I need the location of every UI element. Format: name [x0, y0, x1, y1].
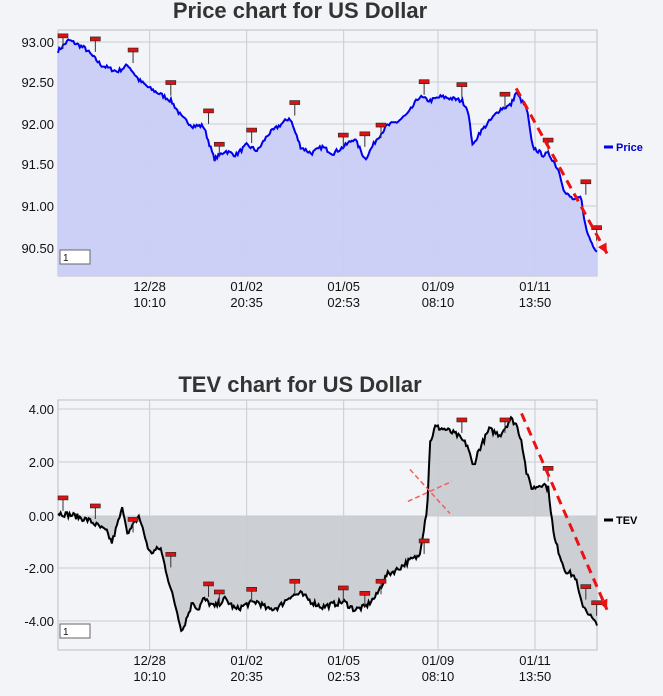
event-marker-flag — [359, 131, 371, 137]
x-tick-time: 10:10 — [133, 669, 166, 684]
series-area-fill — [58, 417, 597, 631]
x-tick-time: 08:10 — [422, 669, 455, 684]
period-input-value: 1 — [63, 253, 69, 264]
period-input-box — [59, 249, 91, 265]
trend-arrow-head — [598, 598, 608, 610]
y-tick-label: 92.50 — [21, 75, 54, 90]
event-marker-flag — [203, 108, 214, 114]
event-marker-flag — [289, 578, 301, 584]
trend-arrow-head — [598, 242, 607, 254]
event-marker-flag — [289, 100, 301, 105]
price-chart: Price chart for US Dollar 93.00 92.50 92.00… — [21, 0, 642, 310]
event-marker-flag — [359, 591, 371, 596]
tev-chart: TEV chart for US Dollar 4.00 2.00 0.00 -2.00… — [24, 372, 638, 684]
x-tick-date: 01/11 — [519, 653, 551, 668]
event-marker-flag — [580, 584, 592, 589]
x-tick-date: 01/05 — [327, 653, 360, 668]
chart-title: TEV chart for US Dollar — [178, 372, 422, 397]
x-tick-time: 02:53 — [327, 295, 360, 310]
event-marker-flag — [214, 589, 225, 595]
event-marker-flag — [90, 36, 101, 42]
y-tick-label: 2.00 — [29, 455, 54, 470]
x-tick-date: 12/28 — [133, 279, 166, 294]
y-tick-label: 92.00 — [21, 117, 54, 132]
x-tick-time: 02:53 — [327, 669, 360, 684]
event-marker-flag — [203, 581, 214, 587]
x-tick-time: 20:35 — [230, 295, 263, 310]
y-tick-label: 93.00 — [21, 35, 54, 50]
y-tick-label: 91.00 — [21, 199, 54, 214]
x-tick-date: 01/02 — [230, 279, 263, 294]
x-tick-date: 01/09 — [422, 279, 455, 294]
event-marker-flag — [90, 503, 101, 509]
event-marker-flag — [418, 79, 430, 85]
event-marker-flag — [456, 82, 468, 87]
chart-title: Price chart for US Dollar — [173, 0, 428, 23]
event-marker-flag — [246, 127, 257, 133]
y-tick-label: 90.50 — [21, 241, 54, 256]
y-tick-label: -2.00 — [24, 561, 54, 576]
x-tick-time: 08:10 — [422, 295, 455, 310]
y-tick-label: 91.50 — [21, 157, 54, 172]
trend-arrow-line — [520, 412, 609, 611]
x-tick-date: 01/09 — [422, 653, 455, 668]
event-marker-flag — [499, 417, 511, 423]
event-marker-flag — [127, 517, 139, 522]
event-marker-flag — [542, 466, 554, 471]
event-marker-flag — [542, 137, 554, 143]
event-marker-flag — [456, 417, 468, 423]
series-area-fill — [58, 39, 597, 276]
y-tick-label: 0.00 — [29, 509, 54, 524]
y-tick-label: -4.00 — [24, 614, 54, 629]
event-marker-flag — [165, 80, 177, 85]
series-line — [57, 38, 598, 253]
legend-label: TEV — [616, 515, 638, 527]
event-marker-flag — [375, 122, 387, 128]
x-tick-time: 13:50 — [519, 295, 552, 310]
x-tick-time: 20:35 — [230, 669, 263, 684]
event-marker-flag — [57, 33, 69, 39]
event-marker-flag — [337, 132, 349, 138]
event-marker-flag — [375, 578, 387, 584]
series-line — [57, 415, 598, 633]
x-tick-date: 01/02 — [230, 653, 263, 668]
crosshair-line — [409, 468, 451, 514]
x-tick-date: 01/05 — [327, 279, 360, 294]
event-marker-flag — [57, 495, 69, 501]
legend-label: Price — [616, 142, 643, 154]
trend-arrow-line — [514, 87, 609, 255]
event-marker-flag — [127, 47, 139, 53]
event-marker-flag — [246, 587, 257, 592]
event-marker-flag — [418, 538, 430, 544]
event-marker-flag — [165, 552, 177, 557]
event-marker-flag — [214, 141, 225, 147]
y-tick-label: 4.00 — [29, 402, 54, 417]
event-marker-flag — [337, 585, 349, 591]
x-tick-time: 13:50 — [519, 669, 552, 684]
x-tick-date: 01/11 — [519, 279, 551, 294]
x-tick-time: 10:10 — [133, 295, 166, 310]
period-input-box — [59, 623, 91, 639]
x-tick-date: 12/28 — [133, 653, 166, 668]
crosshair-line — [407, 480, 453, 503]
period-input-value: 1 — [63, 627, 69, 638]
event-marker-flag — [580, 179, 592, 185]
event-marker-flag — [499, 91, 511, 97]
